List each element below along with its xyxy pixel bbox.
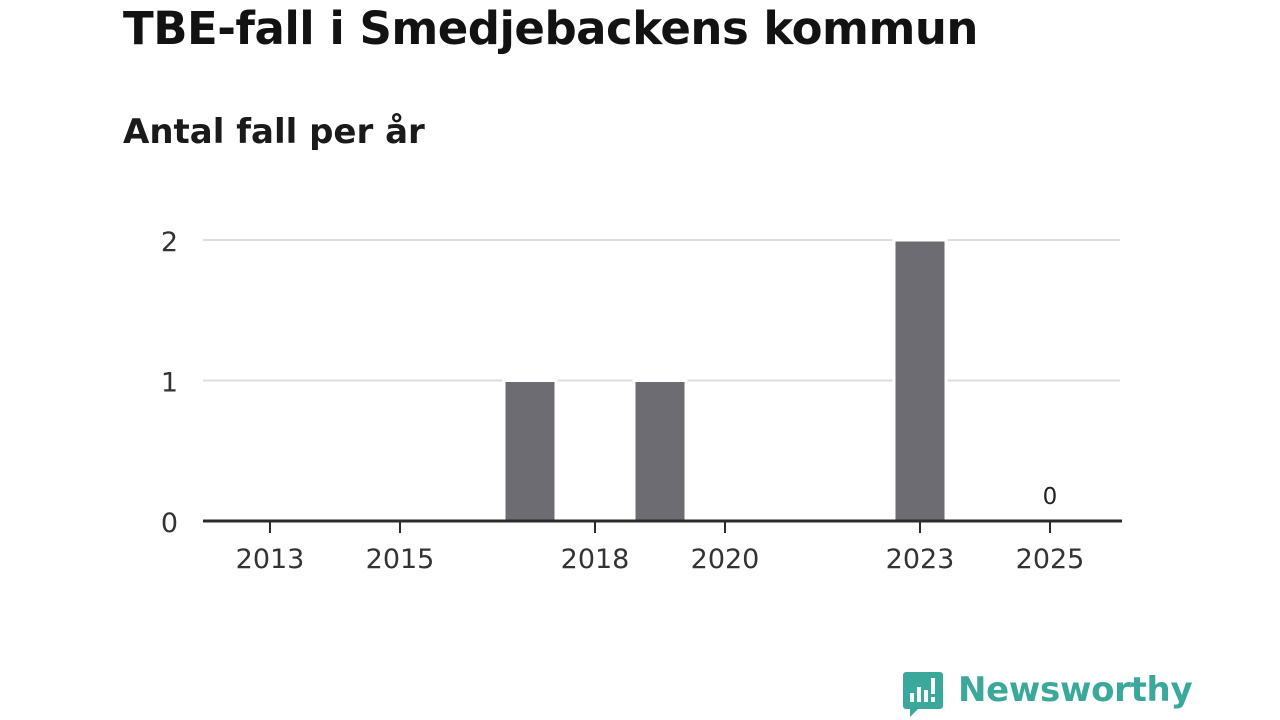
x-tick-label: 2025 bbox=[1016, 544, 1085, 575]
bar-2023 bbox=[892, 238, 948, 523]
y-tick-label: 2 bbox=[161, 227, 178, 258]
x-tick-label: 2015 bbox=[366, 544, 435, 575]
newsworthy-logo-icon bbox=[903, 672, 943, 717]
x-tick-label: 2023 bbox=[886, 544, 955, 575]
brand-footer: Newsworthy bbox=[902, 670, 1193, 720]
x-tick-label: 2013 bbox=[236, 544, 305, 575]
gridlines bbox=[203, 239, 1120, 382]
bar-chart: 0 1 2 2013 2015 2018 2020 2023 2025 0 bbox=[161, 227, 1122, 575]
bar-2017 bbox=[502, 379, 558, 523]
brand-name: Newsworthy bbox=[958, 670, 1193, 710]
bar-2019 bbox=[632, 379, 688, 523]
x-tick-label: 2020 bbox=[691, 544, 760, 575]
chart-title: TBE-fall i Smedjebackens kommun bbox=[123, 2, 978, 55]
y-tick-label: 0 bbox=[161, 508, 178, 539]
x-tick-label: 2018 bbox=[561, 544, 630, 575]
labels: 0 1 2 2013 2015 2018 2020 2023 2025 0 bbox=[161, 227, 1085, 575]
bars bbox=[502, 238, 948, 523]
chart-subtitle: Antal fall per år bbox=[123, 112, 425, 152]
axes bbox=[203, 519, 1122, 533]
y-tick-label: 1 bbox=[161, 368, 178, 399]
data-label-2025: 0 bbox=[1043, 484, 1058, 510]
